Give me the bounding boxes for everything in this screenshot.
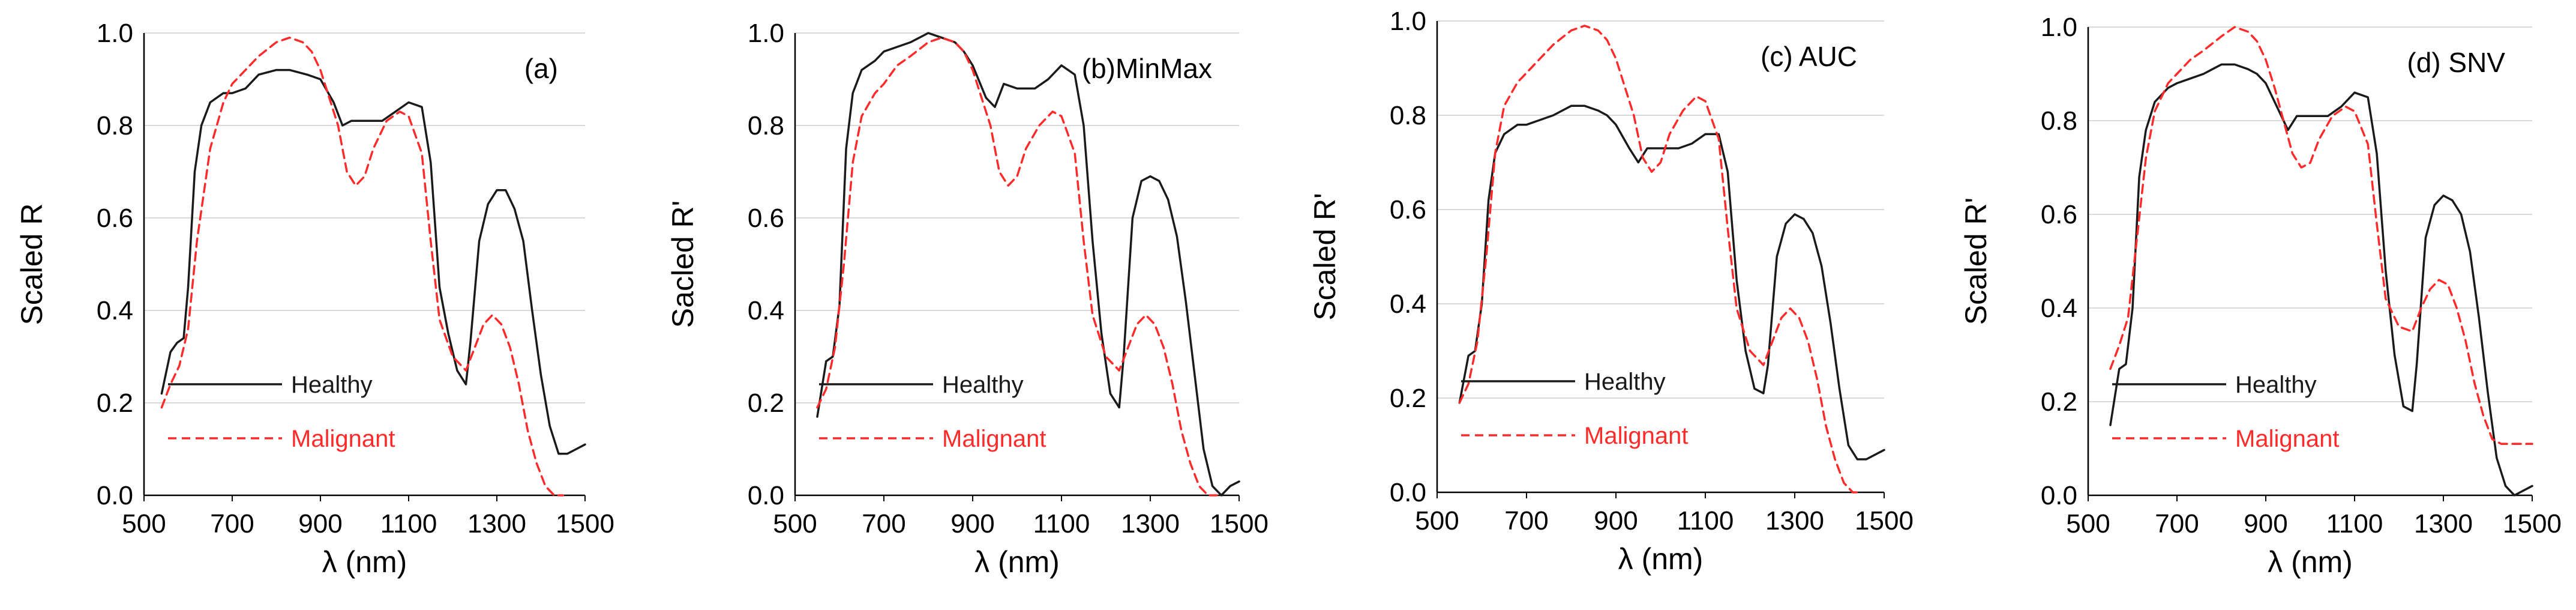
x-tick-label: 1500	[556, 509, 614, 539]
y-tick-label: 0.2	[748, 388, 784, 418]
x-tick-label: 1500	[1855, 506, 1914, 536]
y-tick-label: 0.0	[2041, 481, 2077, 510]
x-tick-label: 1300	[1765, 506, 1824, 536]
y-tick-label: 1.0	[97, 19, 133, 48]
y-tick-label: 1.0	[748, 19, 784, 48]
x-tick-label: 900	[950, 509, 994, 539]
x-tick-label: 1500	[2503, 509, 2562, 539]
legend-label-malignant: Malignant	[942, 426, 1046, 452]
series-line-healthy	[816, 32, 1240, 497]
x-tick-label: 500	[2066, 509, 2110, 539]
panel-label: (a)	[524, 53, 558, 84]
y-tick-label: 0.2	[97, 388, 133, 418]
series-line-healthy	[160, 68, 586, 455]
legend-label-malignant: Malignant	[2235, 426, 2339, 452]
x-tick-label: 500	[122, 509, 166, 539]
panel-label: (b)MinMax	[1082, 53, 1212, 84]
legend-label-malignant: Malignant	[1584, 423, 1688, 449]
legend-label-healthy: Healthy	[1584, 369, 1666, 395]
series-line-healthy	[2109, 63, 2533, 497]
x-tick-label: 1300	[467, 509, 526, 539]
x-tick-label: 1100	[1677, 506, 1734, 536]
y-tick-label: 0.6	[748, 204, 784, 233]
x-tick-label: 1100	[2326, 509, 2383, 539]
y-tick-label: 0.8	[748, 111, 784, 140]
x-tick-label: 700	[862, 509, 905, 539]
chart-panel-3: 0.0 0.2 0.4 0.6 0.8 1.0 500 700 900 1100 1300 1500 λ…	[1308, 7, 1914, 576]
y-tick-label: 0.2	[2041, 387, 2077, 417]
y-axis-title: Scaled R	[15, 204, 49, 325]
chart-panel-1: 0.0 0.2 0.4 0.6 0.8 1.0 500 700 900 1100 1300 1500 λ…	[15, 19, 614, 579]
chart-panel-2: 0.0 0.2 0.4 0.6 0.8 1.0 500 700 900 1100 1300 1500 λ…	[666, 19, 1268, 579]
x-axis-title: λ (nm)	[2268, 545, 2353, 579]
y-tick-label: 0.8	[2041, 106, 2077, 136]
x-tick-label: 900	[2244, 509, 2287, 539]
y-tick-label: 0.0	[97, 481, 133, 510]
legend-label-healthy: Healthy	[942, 372, 1024, 398]
y-tick-label: 0.2	[1390, 384, 1426, 413]
y-tick-label: 0.8	[97, 111, 133, 140]
x-tick-label: 1500	[1210, 509, 1268, 539]
x-tick-label: 700	[210, 509, 254, 539]
series-line-malignant	[816, 36, 1218, 497]
chart-panel-4: 0.0 0.2 0.4 0.6 0.8 1.0 500 700 900 1100 1300 1500 λ…	[1959, 13, 2562, 579]
y-tick-label: 0.0	[748, 481, 784, 510]
y-tick-label: 0.6	[97, 204, 133, 233]
x-tick-label: 1300	[1121, 509, 1180, 539]
y-tick-label: 0.6	[1390, 195, 1426, 225]
series-line-malignant	[2109, 26, 2533, 445]
x-axis-title: λ (nm)	[974, 545, 1060, 579]
x-axis-title: λ (nm)	[1618, 542, 1704, 576]
y-tick-label: 0.4	[97, 296, 133, 325]
x-tick-label: 700	[1504, 506, 1548, 536]
x-tick-label: 700	[2155, 509, 2199, 539]
y-tick-label: 0.4	[1390, 289, 1426, 319]
y-axis-title: Sacled R'	[666, 201, 700, 328]
x-tick-label: 1100	[1033, 509, 1090, 539]
legend-label-healthy: Healthy	[2235, 372, 2317, 398]
legend-label-healthy: Healthy	[291, 372, 373, 398]
y-tick-label: 0.4	[748, 296, 784, 325]
x-tick-label: 500	[773, 509, 817, 539]
legend-label-malignant: Malignant	[291, 426, 395, 452]
series-line-malignant	[1458, 25, 1863, 494]
y-tick-label: 0.8	[1390, 101, 1426, 130]
y-tick-label: 0.4	[2041, 294, 2077, 323]
y-tick-label: 0.0	[1390, 478, 1426, 507]
x-tick-label: 900	[298, 509, 342, 539]
x-tick-label: 1100	[380, 509, 437, 539]
x-tick-label: 1300	[2414, 509, 2473, 539]
y-axis-title: Scaled R'	[1308, 193, 1342, 320]
x-axis-title: λ (nm)	[322, 545, 407, 579]
y-tick-label: 1.0	[1390, 7, 1426, 36]
panel-label: (d) SNV	[2407, 47, 2505, 78]
y-axis-title: Scaled R'	[1959, 198, 1993, 325]
x-tick-label: 900	[1594, 506, 1638, 536]
y-tick-label: 1.0	[2041, 13, 2077, 42]
series-line-healthy	[1458, 104, 1885, 461]
panel-label: (c) AUC	[1761, 41, 1857, 72]
y-tick-label: 0.6	[2041, 200, 2077, 229]
x-tick-label: 500	[1415, 506, 1459, 536]
series-line-malignant	[160, 36, 565, 497]
